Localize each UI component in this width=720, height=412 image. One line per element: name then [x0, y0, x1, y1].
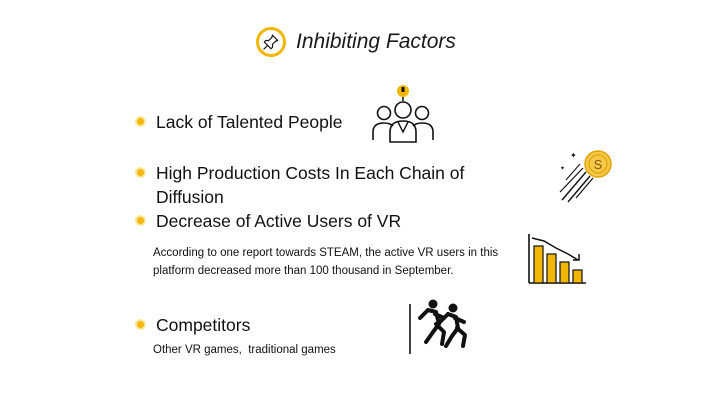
- bullet-dot: [137, 169, 144, 176]
- item-label: Decrease of Active Users of VR: [156, 211, 402, 231]
- svg-text:✦: ✦: [570, 151, 577, 160]
- item-label: Lack of Talented People: [156, 112, 343, 132]
- item-detail: According to one report towards STEAM, t…: [153, 247, 499, 277]
- bullet-dot: [137, 217, 144, 224]
- list-item: Lack of Talented People: [137, 110, 377, 134]
- pushpin-icon: [256, 27, 286, 57]
- item-label: Competitors: [156, 315, 251, 335]
- declining-bar-chart-icon: [528, 234, 586, 284]
- bullet-dot: [137, 321, 144, 328]
- slide-title-group: Inhibiting Factors: [256, 22, 456, 62]
- svg-text:✦: ✦: [560, 165, 565, 172]
- talent-group-icon: [372, 85, 434, 143]
- slide-title: Inhibiting Factors: [296, 30, 456, 53]
- list-item: Competitors: [137, 313, 377, 337]
- svg-text:S: S: [594, 157, 603, 172]
- list-item: Decrease of Active Users of VR: [137, 209, 467, 233]
- bullet-dot: [137, 118, 144, 125]
- list-item: High Production Costs In Each Chain of D…: [137, 161, 467, 209]
- item-detail: Other VR games, traditional games: [153, 344, 336, 356]
- item-label: High Production Costs In Each Chain of D…: [156, 163, 465, 207]
- runners-race-icon: [409, 299, 467, 354]
- flying-coin-icon: S ✦ ✦: [559, 150, 612, 203]
